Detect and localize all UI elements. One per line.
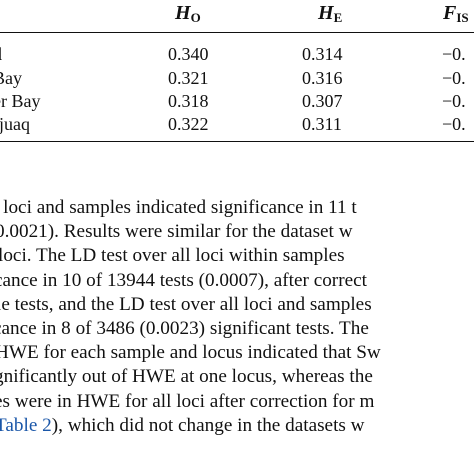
paragraph-line: cance in 8 of 3486 (0.0023) significant … — [0, 317, 369, 339]
column-header-fis-sub: IS — [456, 10, 469, 25]
paragraph-line: gnificantly out of HWE at one locus, whe… — [0, 366, 373, 388]
paragraph-line-rest: ), which did not change in the datasets … — [51, 414, 365, 436]
table-cell-ho: 0.322 — [168, 114, 209, 134]
table-cell-fis: −0. — [442, 68, 466, 88]
column-header-ho: HO — [175, 2, 201, 26]
table-bottom-rule — [0, 141, 474, 142]
table-cell-sample: Bay — [0, 68, 22, 88]
paragraph-line: cance in 10 of 13944 tests (0.0007), aft… — [0, 269, 367, 291]
table-cell-sample: d — [0, 43, 2, 65]
table-cell-sample: rjuaq — [0, 114, 30, 134]
table-cell-ho: 0.321 — [168, 68, 209, 88]
column-header-ho-sub: O — [190, 10, 201, 25]
body-paragraph: l loci and samples indicated significanc… — [0, 196, 474, 438]
paragraph-line: le tests, and the LD test over all loci … — [0, 293, 372, 315]
table-cell-he: 0.316 — [302, 68, 343, 88]
paragraph-line: loci. The LD test over all loci within s… — [0, 245, 345, 267]
column-header-he-sub: E — [333, 10, 343, 25]
table-cell-he: 0.311 — [302, 114, 342, 134]
paragraph-line: es were in HWE for all loci after correc… — [0, 390, 375, 412]
table-cell-he: 0.307 — [302, 91, 343, 111]
paragraph-line-last: Table 2), which did not change in the da… — [0, 414, 474, 438]
column-header-he-main: H — [318, 2, 334, 24]
column-header-fis-main: F — [443, 2, 457, 24]
column-header-he: HE — [318, 2, 342, 26]
table-cell-fis: −0. — [442, 91, 466, 111]
table-cell-ho: 0.340 — [168, 44, 209, 64]
column-header-fis: FIS — [443, 2, 469, 26]
paragraph-line: 0.0021). Results were similar for the da… — [0, 221, 353, 243]
column-header-ho-main: H — [175, 2, 191, 24]
table-cell-ho: 0.318 — [168, 91, 209, 111]
paragraph-line: l loci and samples indicated significanc… — [0, 197, 357, 218]
table-cell-sample: er Bay — [0, 91, 41, 111]
table-cell-he: 0.314 — [302, 44, 343, 64]
table-cell-fis: −0. — [442, 114, 466, 134]
table-cell-fis: −0. — [442, 44, 466, 64]
table-2-link[interactable]: Table 2 — [0, 414, 52, 436]
table-top-rule — [0, 32, 474, 33]
paragraph-line: HWE for each sample and locus indicated … — [0, 342, 381, 364]
